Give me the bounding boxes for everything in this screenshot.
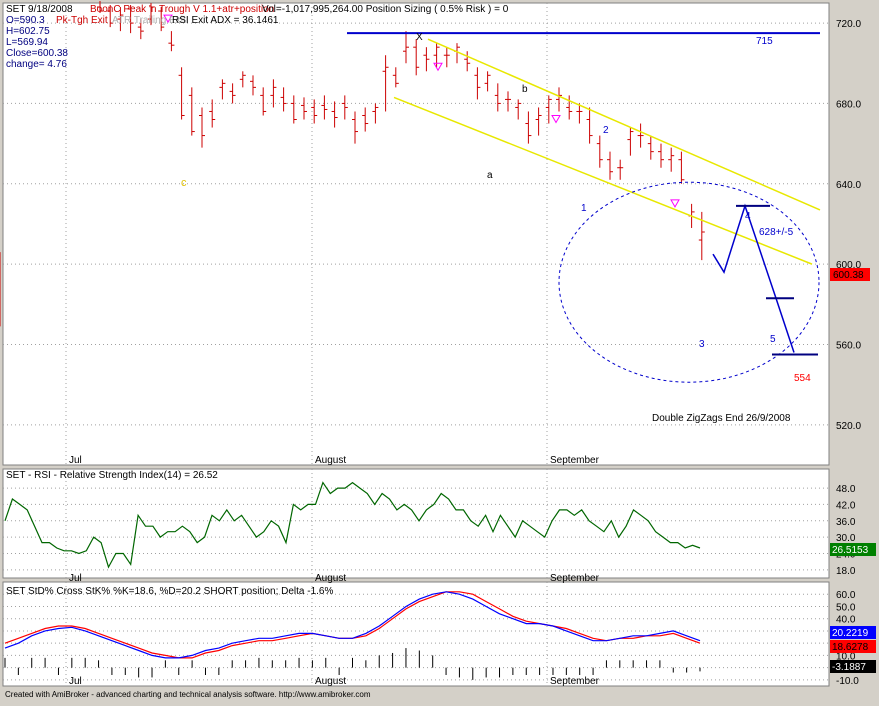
grid-lines <box>3 3 829 686</box>
delta-last-tag-text: -3.1887 <box>832 662 866 673</box>
month-label: September <box>550 455 600 466</box>
stoch-header: SET StD% Cross StK% %K=18.6, %D=20.2 SHO… <box>6 586 333 597</box>
peak-marker <box>670 199 680 208</box>
rsi-tick-label: 36.0 <box>836 517 856 528</box>
stoch-panel[interactable] <box>2 581 830 687</box>
legend-rsi-exit: RSI Exit ADX = 36.1461 <box>172 15 279 26</box>
label-target: 628+/-5 <box>759 227 794 238</box>
label-wave-2: 2 <box>603 125 609 136</box>
label-wave-5: 5 <box>770 334 776 345</box>
label-b: b <box>522 84 528 95</box>
price-tick-label: 560.0 <box>836 340 861 351</box>
rsi-header: SET - RSI - Relative Strength Index(14) … <box>6 470 218 481</box>
month-label: Jul <box>69 455 82 466</box>
price-tick-label: 720.0 <box>836 19 861 30</box>
rsi-tick-label: 30.0 <box>836 533 856 544</box>
label-554: 554 <box>794 373 811 384</box>
peak-marker <box>551 115 561 124</box>
label-wave-4: 4 <box>745 211 751 222</box>
price-bars <box>0 0 705 327</box>
channel-upper-line <box>427 38 821 211</box>
d-last-tag <box>830 640 876 653</box>
label-note: Double ZigZags End 26/9/2008 <box>652 413 791 424</box>
rsi-line <box>4 481 701 569</box>
rsi-last-tag <box>830 543 876 556</box>
price-panel[interactable] <box>2 2 830 466</box>
peak-marker <box>163 14 173 24</box>
rsi-tick-label: 42.0 <box>836 500 856 511</box>
stoch-k-line <box>4 591 701 659</box>
ohlc-change: change= 4.76 <box>6 59 67 70</box>
stoch-tick-label: 60.0 <box>836 590 856 601</box>
d-last-tag-text: 18.6278 <box>832 642 869 653</box>
month-label: September <box>550 676 600 687</box>
month-label: August <box>315 455 346 466</box>
peak-marker <box>433 62 443 72</box>
month-label: Jul <box>69 676 82 687</box>
price-tick-label: 680.0 <box>836 99 861 110</box>
price-tick-label: 640.0 <box>836 180 861 191</box>
label-a: a <box>487 170 493 181</box>
price-header-study: BoonC Peak 'n Trough V 1.1+atr+position <box>90 4 274 15</box>
ohlc-close: Close=600.38 <box>6 48 68 59</box>
target-ellipse <box>558 181 820 383</box>
legend-pk-tgh-exit: Pk-Tgh Exit <box>56 15 108 26</box>
stoch-tick-label: 40.0 <box>836 615 856 626</box>
label-c: c <box>181 177 187 189</box>
legend-atr-trailing-exit: ATR Trailing Exit <box>112 15 186 26</box>
label-wave-3: 3 <box>699 339 705 350</box>
ohlc-low: L=569.94 <box>6 37 48 48</box>
month-label: August <box>315 573 346 584</box>
rsi-panel[interactable] <box>2 468 830 579</box>
label-715: 715 <box>756 36 773 47</box>
price-tick-label: 520.0 <box>836 421 861 432</box>
stoch-tick-label: -10.0 <box>836 676 859 687</box>
price-tick-label: 600.0 <box>836 260 861 271</box>
rsi-tick-label: 48.0 <box>836 484 856 495</box>
month-label: August <box>315 676 346 687</box>
month-label: September <box>550 573 600 584</box>
rsi-last-tag-text: 26.5153 <box>832 545 869 556</box>
stoch-series <box>4 591 701 680</box>
delta-last-tag <box>830 660 876 673</box>
wave-overlay <box>163 14 821 383</box>
label-wave-1: 1 <box>581 203 587 214</box>
price-last-tag-text: 600.38 <box>833 270 864 281</box>
month-label: Jul <box>69 573 82 584</box>
ohlc-open: O=590.3 <box>6 15 45 26</box>
channel-lower-line <box>393 96 813 265</box>
price-header-symbol: SET 9/18/2008 <box>6 4 73 15</box>
ohlc-high: H=602.75 <box>6 26 50 37</box>
label-x: X <box>416 32 423 43</box>
rsi-series <box>4 481 701 569</box>
footer-credit: Created with AmiBroker - advanced charti… <box>5 690 371 699</box>
price-header-vol: Vol=-1,017,995,264.00 Position Sizing ( … <box>262 4 509 15</box>
rsi-tick-label: 18.0 <box>836 566 856 577</box>
price-last-tag <box>830 268 870 281</box>
k-last-tag-text: 20.2219 <box>832 628 869 639</box>
k-last-tag <box>830 626 876 639</box>
stoch-tick-label: 10.0 <box>836 651 856 662</box>
stoch-tick-label: 50.0 <box>836 602 856 613</box>
